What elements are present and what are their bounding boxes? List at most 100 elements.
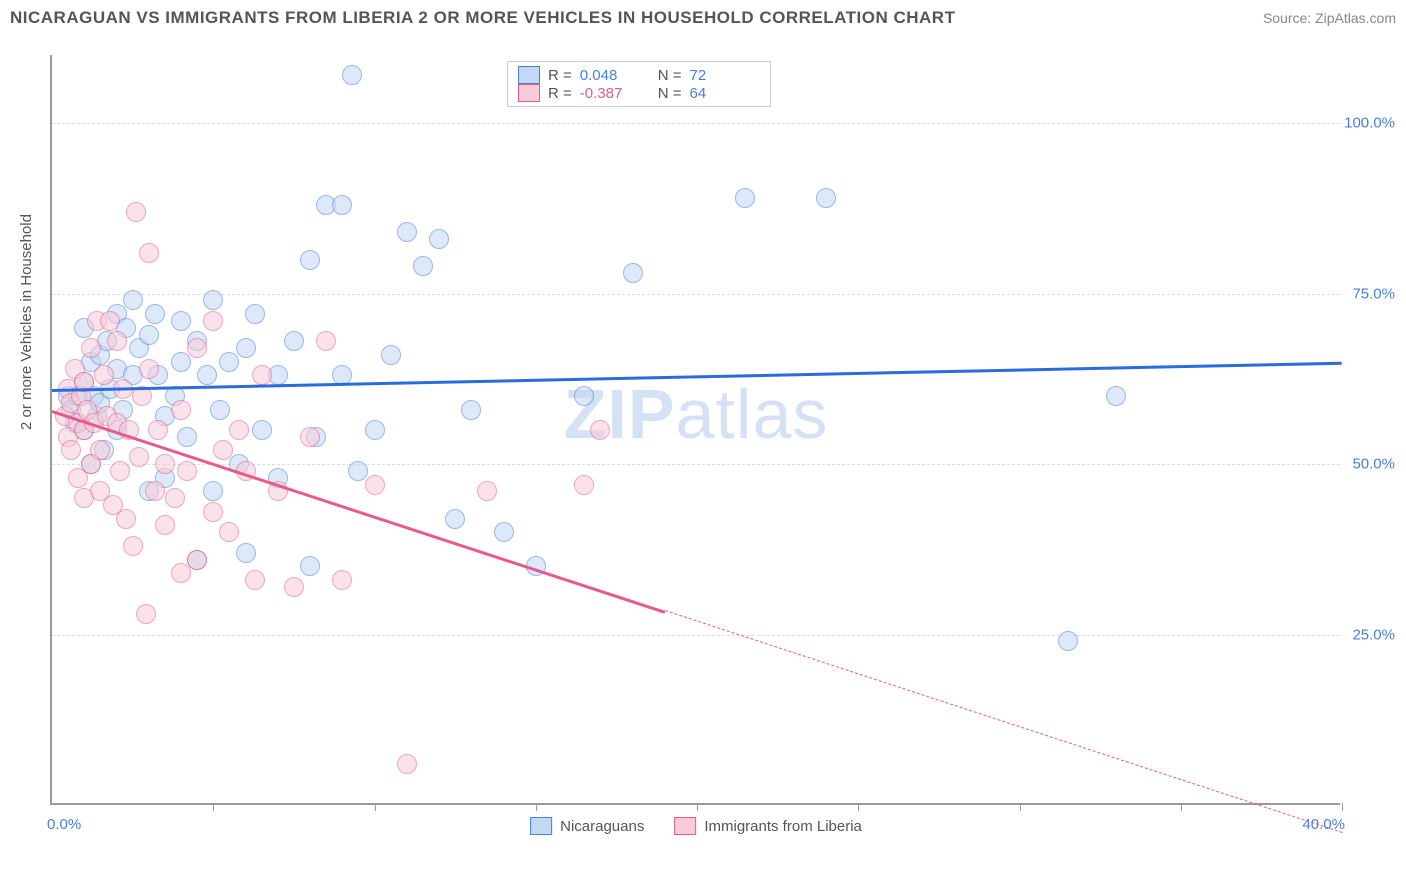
data-point — [187, 338, 207, 358]
data-point — [219, 522, 239, 542]
data-point — [203, 502, 223, 522]
data-point — [123, 536, 143, 556]
data-point — [171, 563, 191, 583]
data-point — [252, 420, 272, 440]
data-point — [574, 386, 594, 406]
data-point — [365, 420, 385, 440]
n-value-1: 72 — [690, 67, 760, 84]
data-point — [100, 311, 120, 331]
chart-title: NICARAGUAN VS IMMIGRANTS FROM LIBERIA 2 … — [10, 8, 955, 28]
y-axis-label: 50.0% — [1352, 456, 1395, 473]
data-point — [590, 420, 610, 440]
r-value-2: -0.387 — [580, 85, 650, 102]
data-point — [1106, 386, 1126, 406]
gridline — [52, 294, 1340, 295]
data-point — [203, 290, 223, 310]
trend-line — [52, 362, 1342, 392]
y-axis-label: 100.0% — [1344, 115, 1395, 132]
data-point — [177, 461, 197, 481]
data-point — [81, 338, 101, 358]
data-point — [148, 420, 168, 440]
data-point — [429, 229, 449, 249]
x-tick — [1181, 803, 1182, 811]
data-point — [177, 427, 197, 447]
x-tick — [1020, 803, 1021, 811]
data-point — [155, 454, 175, 474]
gridline — [52, 123, 1340, 124]
x-tick — [536, 803, 537, 811]
data-point — [397, 222, 417, 242]
data-point — [171, 311, 191, 331]
data-point — [116, 509, 136, 529]
scatter-chart: ZIPatlas R = 0.048 N = 72 R = -0.387 N =… — [50, 55, 1340, 805]
data-point — [139, 359, 159, 379]
source-label: Source: ZipAtlas.com — [1263, 10, 1396, 26]
correlation-legend: R = 0.048 N = 72 R = -0.387 N = 64 — [507, 61, 771, 107]
data-point — [477, 481, 497, 501]
data-point — [203, 311, 223, 331]
data-point — [155, 515, 175, 535]
x-tick — [697, 803, 698, 811]
data-point — [342, 65, 362, 85]
data-point — [365, 475, 385, 495]
data-point — [300, 556, 320, 576]
r-value-1: 0.048 — [580, 67, 650, 84]
y-axis-title: 2 or more Vehicles in Household — [18, 214, 35, 430]
x-tick — [1342, 803, 1343, 811]
data-point — [236, 543, 256, 563]
data-point — [139, 325, 159, 345]
swatch-icon — [518, 84, 540, 102]
data-point — [381, 345, 401, 365]
swatch-icon — [518, 66, 540, 84]
x-tick — [858, 803, 859, 811]
data-point — [123, 290, 143, 310]
x-axis-start-label: 0.0% — [47, 816, 81, 833]
data-point — [171, 400, 191, 420]
data-point — [139, 243, 159, 263]
n-value-2: 64 — [690, 85, 760, 102]
data-point — [332, 570, 352, 590]
data-point — [252, 365, 272, 385]
data-point — [284, 331, 304, 351]
y-axis-label: 25.0% — [1352, 626, 1395, 643]
data-point — [816, 188, 836, 208]
data-point — [332, 195, 352, 215]
legend-item: Nicaraguans — [530, 817, 644, 835]
watermark: ZIPatlas — [564, 374, 829, 454]
trend-line — [52, 410, 666, 613]
data-point — [623, 263, 643, 283]
data-point — [284, 577, 304, 597]
swatch-icon — [530, 817, 552, 835]
data-point — [445, 509, 465, 529]
series-legend: Nicaraguans Immigrants from Liberia — [530, 817, 862, 835]
data-point — [229, 420, 249, 440]
data-point — [61, 440, 81, 460]
data-point — [90, 440, 110, 460]
data-point — [574, 475, 594, 495]
data-point — [316, 331, 336, 351]
data-point — [107, 331, 127, 351]
data-point — [145, 481, 165, 501]
data-point — [300, 427, 320, 447]
y-axis-label: 75.0% — [1352, 285, 1395, 302]
data-point — [461, 400, 481, 420]
data-point — [397, 754, 417, 774]
data-point — [145, 304, 165, 324]
data-point — [197, 365, 217, 385]
trend-line — [665, 610, 1343, 833]
data-point — [213, 440, 233, 460]
data-point — [210, 400, 230, 420]
x-tick — [375, 803, 376, 811]
data-point — [136, 604, 156, 624]
gridline — [52, 635, 1340, 636]
data-point — [129, 447, 149, 467]
data-point — [245, 304, 265, 324]
data-point — [171, 352, 191, 372]
data-point — [219, 352, 239, 372]
data-point — [494, 522, 514, 542]
x-tick — [213, 803, 214, 811]
legend-row-series-2: R = -0.387 N = 64 — [518, 84, 760, 102]
data-point — [1058, 631, 1078, 651]
data-point — [126, 202, 146, 222]
data-point — [165, 488, 185, 508]
